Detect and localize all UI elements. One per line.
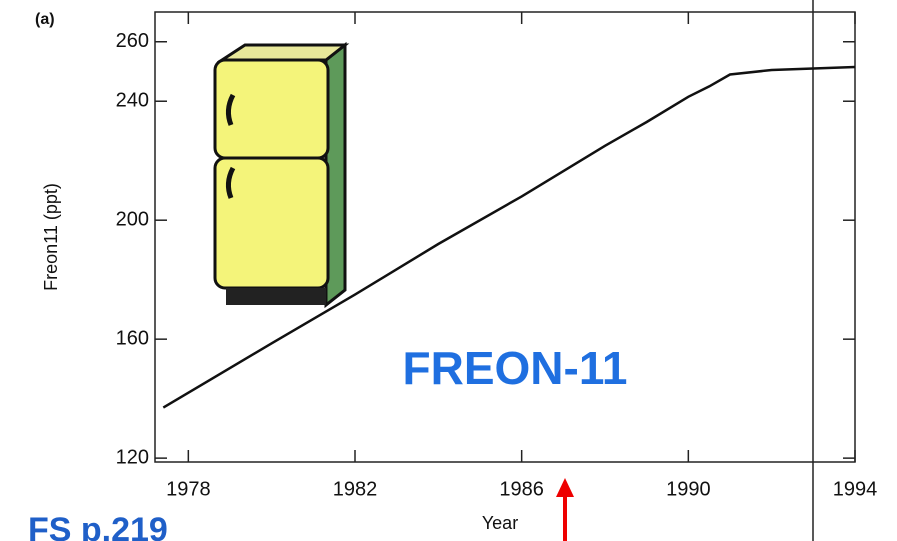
x-axis-label: Year <box>482 513 518 533</box>
x-tick-label: 1978 <box>166 478 211 500</box>
annotation: FREON-11 <box>403 342 628 394</box>
panel-label: (a) <box>35 11 55 28</box>
x-tick-label: 1990 <box>666 478 711 500</box>
source-note: FS p.219 <box>28 511 168 541</box>
y-axis-label: Freon11 (ppt) <box>41 183 61 291</box>
x-tick-label: 1982 <box>333 478 378 500</box>
data-line <box>162 65 856 409</box>
refrigerator-icon <box>213 41 350 309</box>
y-tick-label: 160 <box>116 327 149 349</box>
y-tick-label: 120 <box>116 446 149 468</box>
y-tick-label: 240 <box>116 90 149 112</box>
red-arrow <box>556 478 574 541</box>
y-tick-label: 200 <box>116 208 149 230</box>
x-tick-label: 1986 <box>499 478 544 500</box>
y-tick-label: 260 <box>116 30 149 52</box>
plot-frame <box>154 11 856 463</box>
x-tick-label: 1994 <box>833 478 878 500</box>
